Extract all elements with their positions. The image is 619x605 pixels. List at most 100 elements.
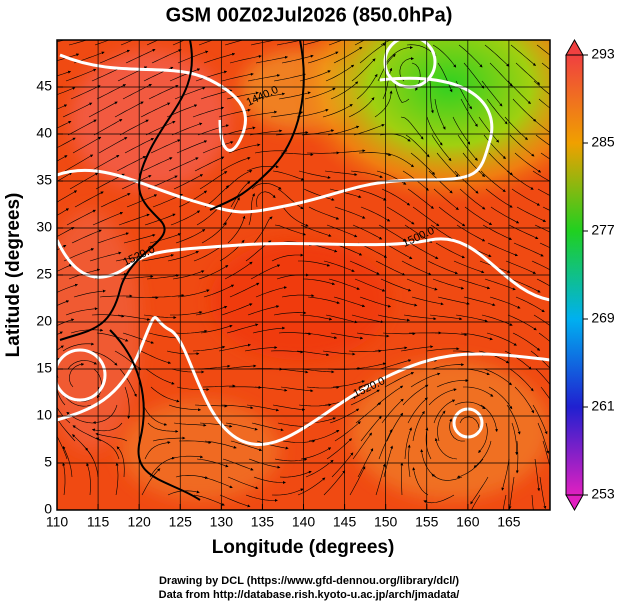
streamline [62,102,93,118]
streamline [244,346,278,352]
streamline [542,440,550,473]
streamline [148,85,179,100]
streamline [62,342,95,352]
streamline [542,206,550,211]
streamline [193,245,223,262]
streamline [57,155,68,162]
streamline [333,296,366,308]
streamline [381,398,404,424]
streamline [95,432,128,442]
streamline [271,488,304,496]
streamline [399,57,414,82]
streamline [410,372,441,388]
streamline [515,296,545,313]
streamline [459,188,486,210]
streamline [482,224,513,240]
streamline [484,44,510,67]
streamline [429,80,434,114]
streamline [66,209,96,226]
streamline [251,182,282,190]
streamline [383,445,394,478]
streamline [535,134,550,146]
grid [57,40,550,510]
streamline [176,386,210,392]
streamline [150,139,181,154]
y-tick-label: 40 [36,125,52,141]
streamline [91,314,125,318]
streamline [509,368,534,392]
colorbar-bottom [565,494,584,512]
streamline [481,80,503,107]
streamline [57,70,72,77]
streamline [438,206,466,227]
streamline [428,170,453,194]
streamline [404,427,412,460]
streamline [400,116,424,140]
colorbar-tick-label: 285 [591,134,615,150]
streamline [280,152,314,157]
streamline [460,98,478,127]
streamline [204,440,237,449]
streamline [151,49,182,64]
streamline [488,152,513,176]
streamline [65,68,97,82]
streamline [436,152,459,178]
streamline [356,73,378,100]
streamline [198,265,229,280]
streamline [67,119,97,136]
streamline [298,403,332,407]
streamline [377,314,411,322]
streamline [463,62,485,89]
streamline [199,171,228,190]
streamline [200,324,233,334]
streamline [171,122,203,136]
streamline [510,44,536,66]
streamline [489,62,513,87]
streamline [433,399,456,424]
streamline [122,332,154,344]
streamline [192,106,225,118]
streamline [382,67,393,100]
streamline [278,332,312,336]
streamline [140,102,171,118]
streamline [484,278,516,291]
streamline [360,415,382,442]
streamline [510,278,541,293]
streamline [537,422,550,454]
streamline [333,46,363,64]
streamline [351,314,384,324]
streamline [296,108,329,118]
streamline [449,418,466,442]
streamline [407,188,434,209]
x-tick-label: 140 [292,514,316,530]
streamline [255,55,288,64]
streamline [423,494,455,504]
streamline [355,188,387,201]
streamline [515,440,519,474]
streamline [356,332,390,338]
streamline [402,384,429,406]
streamline [435,242,465,259]
streamline [168,404,202,412]
streamline [409,242,439,259]
streamline [350,170,383,178]
x-tick-label: 110 [46,514,69,530]
streamline [72,136,102,154]
streamline [301,129,335,136]
streamline [178,440,212,444]
x-tick-label: 135 [251,514,275,530]
streamline [501,458,510,491]
streamline [539,242,550,249]
streamline [116,156,147,172]
streamline [97,232,129,244]
streamline [330,332,364,340]
streamline [274,458,308,462]
streamline [99,49,130,64]
streamline [69,362,85,388]
streamline [531,260,550,271]
streamline [170,311,203,316]
y-tick-label: 25 [36,266,52,282]
streamline [326,438,353,460]
streamline [375,260,406,276]
streamline [322,104,353,118]
